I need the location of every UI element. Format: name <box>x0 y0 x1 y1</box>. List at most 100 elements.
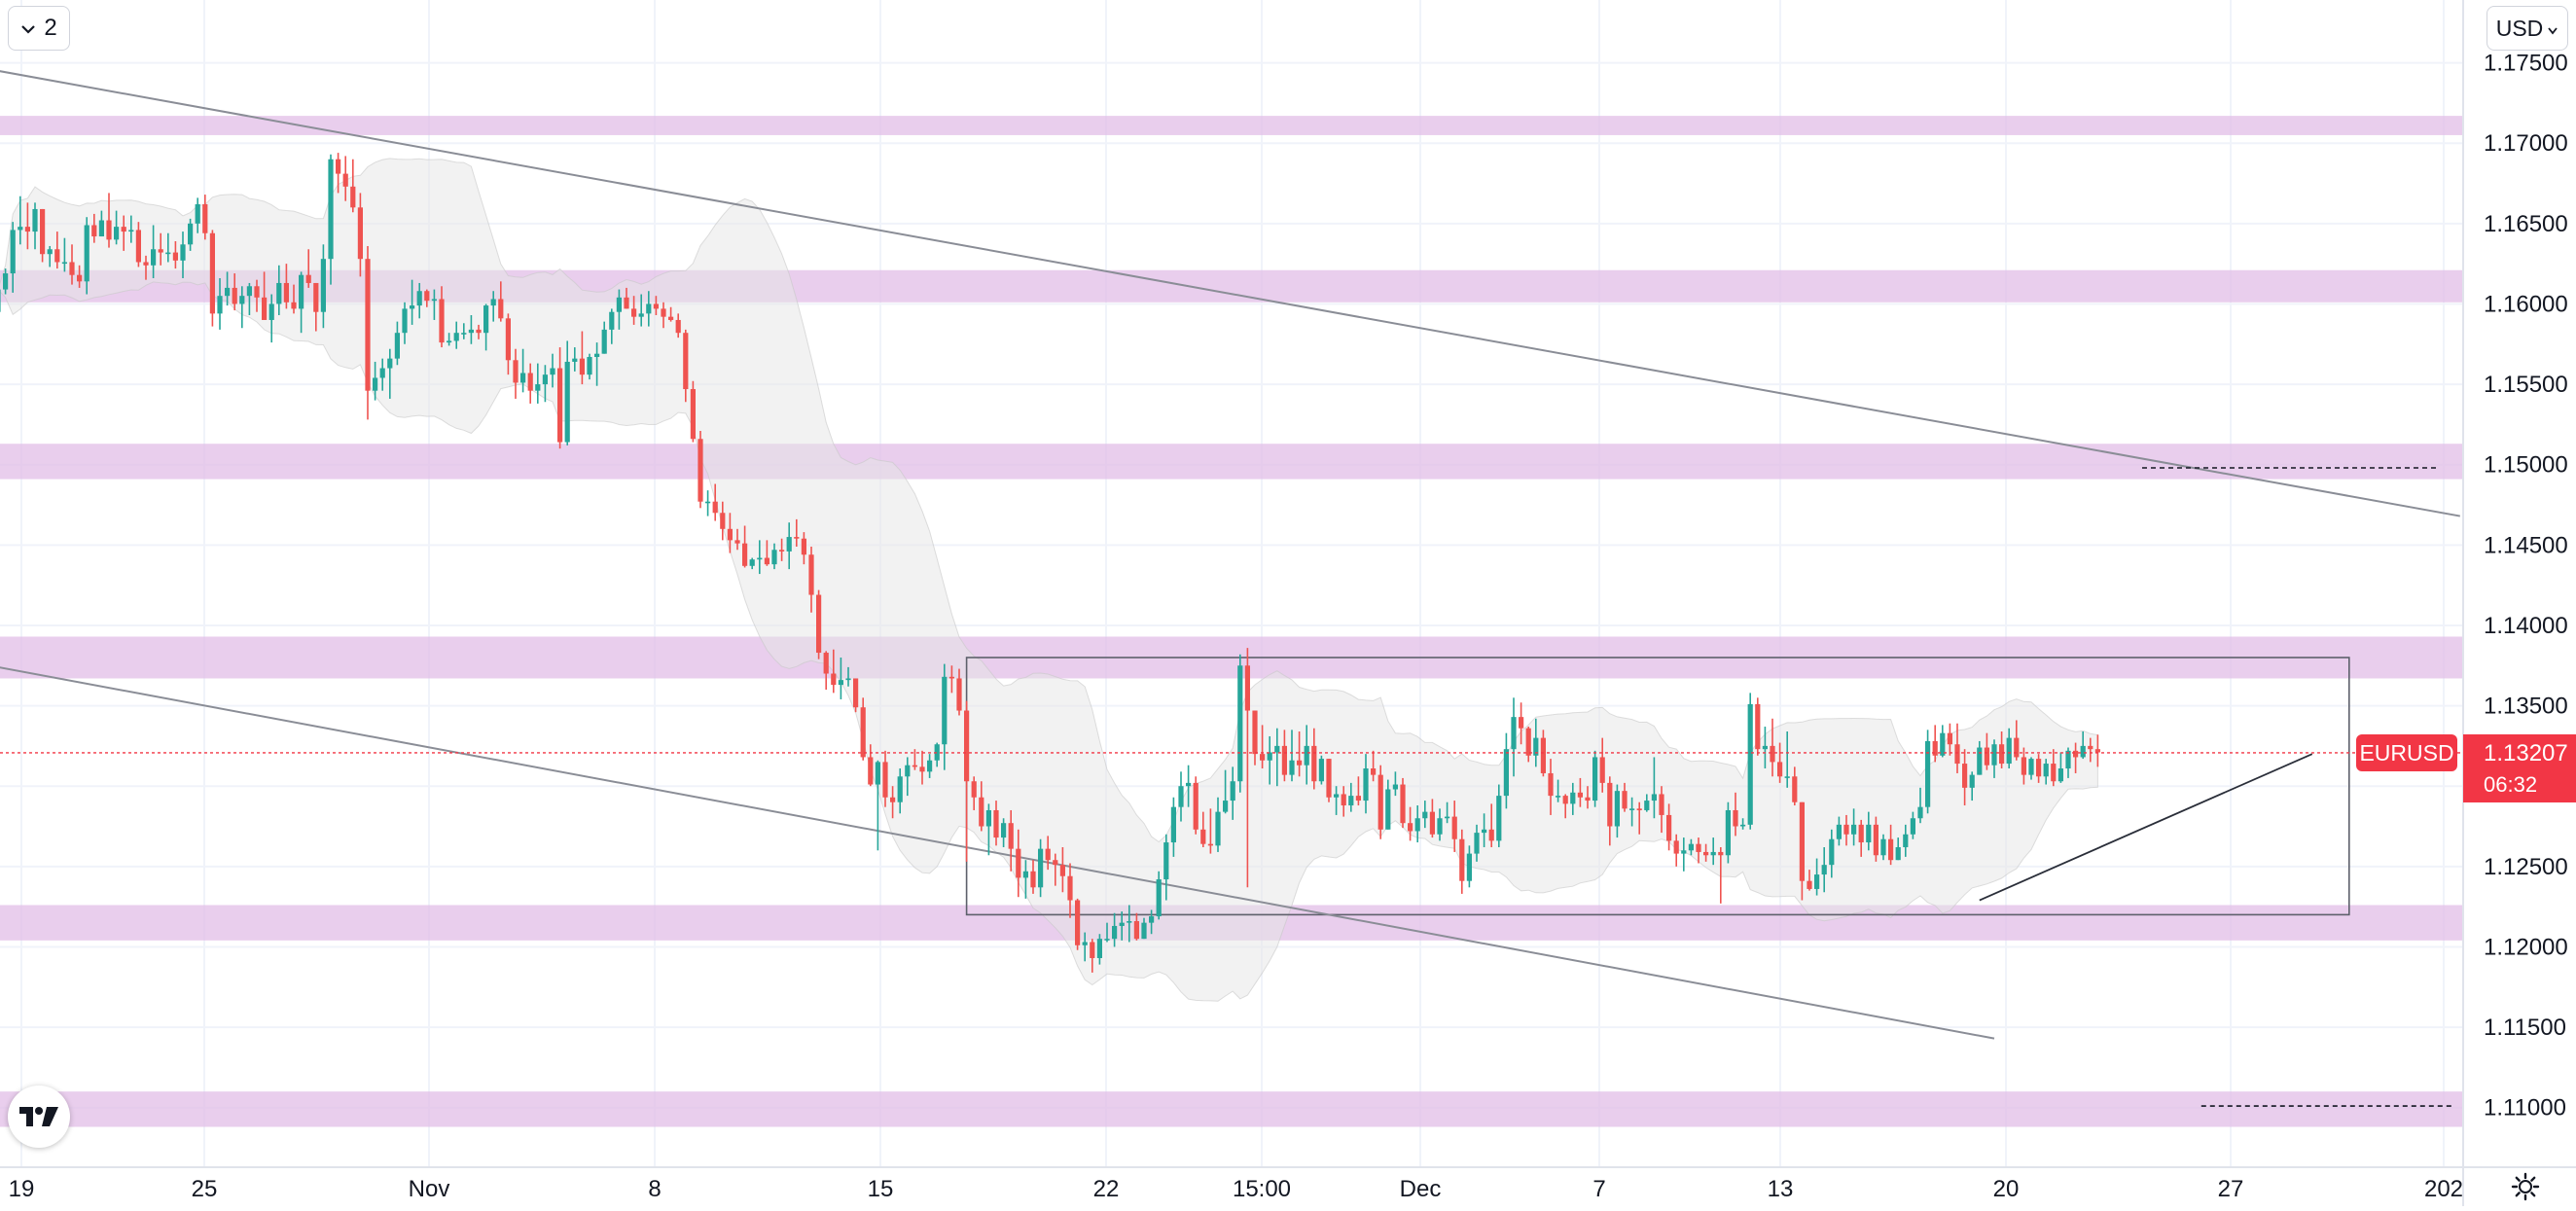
candle <box>2021 747 2026 785</box>
candle <box>2057 752 2063 783</box>
candle-body <box>336 159 341 174</box>
candle <box>1008 809 1014 872</box>
candle <box>1940 725 1946 758</box>
candle-body <box>801 538 806 555</box>
candle-body <box>1414 818 1420 832</box>
candle <box>180 232 186 279</box>
candle <box>447 333 452 346</box>
candle-body <box>424 291 430 302</box>
candle <box>490 291 496 322</box>
price-tick-label: 1.14500 <box>2484 532 2568 558</box>
candle <box>1075 898 1081 950</box>
candle <box>1858 819 1864 857</box>
candle-body <box>1629 808 1635 810</box>
logo-badge[interactable] <box>8 1086 70 1148</box>
candle-body <box>816 594 822 654</box>
candle <box>1149 909 1155 935</box>
candle-body <box>195 203 200 224</box>
candle <box>1681 837 1687 872</box>
candle-body <box>1511 717 1517 750</box>
candle <box>609 308 615 344</box>
candle <box>1925 730 1931 814</box>
candle <box>1186 765 1192 807</box>
last-price-tag: 1.13207 06:32 <box>2463 733 2576 802</box>
candle <box>712 483 718 521</box>
candle-body <box>609 311 615 330</box>
candle <box>1459 829 1465 894</box>
candle <box>1851 808 1857 846</box>
candle <box>1156 871 1162 920</box>
chart-settings-button[interactable] <box>2506 1167 2545 1206</box>
candle <box>217 278 223 330</box>
candle <box>919 750 925 785</box>
candle-body <box>47 249 53 255</box>
candle-body <box>1096 939 1102 959</box>
candle-body <box>1059 865 1065 876</box>
candle-body <box>638 313 644 317</box>
candle-body <box>1156 879 1162 917</box>
candle <box>2088 737 2093 763</box>
candle-body <box>601 329 607 354</box>
candle-body <box>1445 816 1450 819</box>
candle <box>373 361 378 401</box>
candle <box>1873 816 1878 862</box>
time-tick-label: 15 <box>868 1176 894 1202</box>
candle-body <box>128 230 134 232</box>
currency-select[interactable]: USD <box>2487 6 2568 51</box>
candle-body <box>579 358 585 375</box>
candle <box>1445 801 1450 824</box>
candle-body <box>447 340 452 343</box>
candle <box>779 538 785 561</box>
candle <box>505 313 511 375</box>
candle <box>513 348 519 399</box>
candle <box>1836 816 1842 846</box>
indicator-toggle-button[interactable]: 2 <box>8 6 70 51</box>
candle-body <box>594 353 600 357</box>
candle-body <box>838 680 843 686</box>
candle <box>948 665 954 694</box>
candle-body <box>2014 737 2020 758</box>
candle-body <box>1747 703 1753 825</box>
candle-body <box>180 244 186 261</box>
candle-body <box>1090 942 1095 959</box>
candle-body <box>1954 744 1960 765</box>
support-resistance-zones <box>0 116 2463 1127</box>
gear-icon <box>2511 1172 2540 1201</box>
candle-body <box>468 329 474 334</box>
candle <box>483 303 489 351</box>
candle-body <box>1533 737 1539 756</box>
candle-body <box>1807 880 1812 889</box>
time-tick-label: Nov <box>409 1176 450 1202</box>
trendline <box>0 666 1995 1040</box>
candle-body <box>942 676 948 745</box>
candle-body <box>2051 764 2057 782</box>
candle-body <box>1556 796 1561 798</box>
price-tick-label: 1.15000 <box>2484 452 2568 479</box>
candle <box>993 801 999 846</box>
candle <box>1999 731 2005 769</box>
time-tick-label: 15:00 <box>1233 1176 1291 1202</box>
candle <box>468 315 474 344</box>
candle-body <box>1777 762 1783 777</box>
candle-body <box>1392 784 1398 790</box>
candle-body <box>2080 745 2086 758</box>
candle <box>587 353 592 380</box>
candle-body <box>1851 824 1857 835</box>
time-tick-label: 20 <box>1993 1176 2020 1202</box>
candle <box>114 210 120 245</box>
candle <box>195 197 200 233</box>
candle-body <box>121 227 126 232</box>
candle <box>121 215 126 251</box>
candle <box>786 522 792 570</box>
candle <box>106 193 112 248</box>
candle <box>727 513 733 553</box>
price-tick-label: 1.12000 <box>2484 934 2568 960</box>
tradingview-logo-icon <box>19 1107 58 1126</box>
candle <box>1059 846 1065 893</box>
candle <box>1570 782 1576 815</box>
candle <box>690 380 696 443</box>
candle-body <box>1363 768 1369 801</box>
candle <box>350 159 356 213</box>
candle-body <box>964 710 970 782</box>
